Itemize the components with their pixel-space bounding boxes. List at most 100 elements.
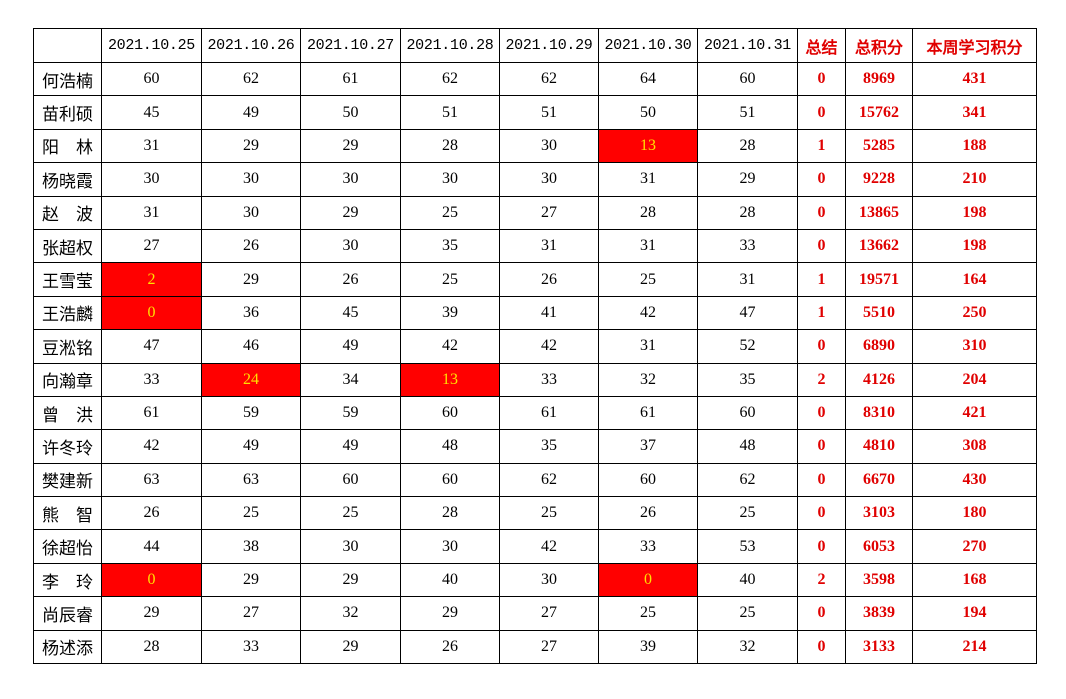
score-cell: 5510 xyxy=(845,295,913,331)
name-cell: 尚辰睿 xyxy=(33,596,102,631)
score-cell: 41 xyxy=(499,295,599,331)
score-cell: 0 xyxy=(797,95,846,130)
column-header: 2021.10.30 xyxy=(598,28,698,63)
score-cell: 46 xyxy=(201,329,301,364)
score-cell: 61 xyxy=(598,395,698,431)
score-cell: 204 xyxy=(912,362,1037,397)
score-cell: 27 xyxy=(101,228,202,264)
score-cell: 210 xyxy=(912,162,1037,197)
score-cell: 53 xyxy=(697,529,798,564)
score-cell: 32 xyxy=(598,362,698,397)
score-cell: 50 xyxy=(598,95,698,130)
score-cell: 3133 xyxy=(845,629,913,665)
score-cell: 27 xyxy=(499,596,599,631)
score-cell: 29 xyxy=(697,162,798,197)
score-cell: 26 xyxy=(598,496,698,531)
score-cell: 42 xyxy=(598,295,698,331)
score-cell: 25 xyxy=(400,195,500,230)
score-cell: 2 xyxy=(797,562,846,598)
score-cell: 25 xyxy=(697,596,798,631)
score-cell: 198 xyxy=(912,228,1037,264)
table-row: 何浩楠 60 62 61 62 62 64 60 0 8969 431 xyxy=(33,61,1037,97)
table-row: 许冬玲 42 49 49 48 35 37 48 0 4810 308 xyxy=(33,429,1037,464)
score-cell: 29 xyxy=(400,596,500,631)
score-cell: 61 xyxy=(300,61,401,97)
score-cell: 25 xyxy=(598,596,698,631)
score-cell: 30 xyxy=(300,529,401,564)
column-header: 2021.10.26 xyxy=(201,28,301,63)
score-cell: 0 xyxy=(797,596,846,631)
name-cell: 曾 洪 xyxy=(33,395,102,431)
score-table: 2021.10.25 2021.10.26 2021.10.27 2021.10.28… xyxy=(33,28,1037,665)
score-cell: 164 xyxy=(912,262,1037,297)
score-cell: 188 xyxy=(912,128,1037,164)
name-cell: 李 玲 xyxy=(33,562,102,598)
score-cell: 60 xyxy=(400,462,500,498)
score-cell: 25 xyxy=(400,262,500,297)
table-row: 曾 洪 61 59 59 60 61 61 60 0 8310 421 xyxy=(33,395,1037,431)
score-cell: 39 xyxy=(400,295,500,331)
score-cell: 29 xyxy=(201,262,301,297)
score-cell: 33 xyxy=(499,362,599,397)
score-cell: 1 xyxy=(797,295,846,331)
score-cell: 5285 xyxy=(845,128,913,164)
score-cell: 60 xyxy=(300,462,401,498)
score-cell: 8969 xyxy=(845,61,913,97)
name-cell: 何浩楠 xyxy=(33,61,102,97)
score-cell: 37 xyxy=(598,429,698,464)
score-cell: 27 xyxy=(499,629,599,665)
score-cell: 29 xyxy=(300,562,401,598)
score-cell: 30 xyxy=(300,228,401,264)
score-cell: 194 xyxy=(912,596,1037,631)
score-cell: 51 xyxy=(400,95,500,130)
score-cell: 308 xyxy=(912,429,1037,464)
score-cell: 31 xyxy=(101,195,202,230)
score-cell: 63 xyxy=(101,462,202,498)
score-cell: 0 xyxy=(797,529,846,564)
score-cell: 59 xyxy=(201,395,301,431)
table-row: 杨述添 28 33 29 26 27 39 32 0 3133 214 xyxy=(33,629,1037,665)
score-cell: 6890 xyxy=(845,329,913,364)
score-cell: 2 xyxy=(797,362,846,397)
score-cell: 25 xyxy=(598,262,698,297)
score-cell: 0 xyxy=(797,395,846,431)
score-cell: 48 xyxy=(697,429,798,464)
score-cell: 310 xyxy=(912,329,1037,364)
score-cell: 40 xyxy=(400,562,500,598)
name-cell: 熊 智 xyxy=(33,496,102,531)
score-cell: 31 xyxy=(598,162,698,197)
score-cell: 34 xyxy=(300,362,401,397)
score-cell: 168 xyxy=(912,562,1037,598)
score-cell: 61 xyxy=(101,395,202,431)
score-cell: 60 xyxy=(598,462,698,498)
score-cell: 421 xyxy=(912,395,1037,431)
score-cell: 28 xyxy=(400,496,500,531)
score-cell: 28 xyxy=(400,128,500,164)
score-cell: 29 xyxy=(201,562,301,598)
score-cell: 40 xyxy=(697,562,798,598)
score-cell: 8310 xyxy=(845,395,913,431)
score-cell: 341 xyxy=(912,95,1037,130)
column-header: 总结 xyxy=(797,28,846,63)
score-cell: 42 xyxy=(400,329,500,364)
score-cell: 270 xyxy=(912,529,1037,564)
score-cell: 31 xyxy=(499,228,599,264)
score-cell: 60 xyxy=(101,61,202,97)
score-cell: 431 xyxy=(912,61,1037,97)
score-cell: 6053 xyxy=(845,529,913,564)
score-cell: 26 xyxy=(300,262,401,297)
name-cell: 徐超怡 xyxy=(33,529,102,564)
score-cell: 15762 xyxy=(845,95,913,130)
score-cell: 0 xyxy=(101,295,202,331)
score-cell: 27 xyxy=(499,195,599,230)
score-cell: 36 xyxy=(201,295,301,331)
score-cell: 13 xyxy=(598,128,698,164)
score-cell: 42 xyxy=(499,329,599,364)
score-cell: 30 xyxy=(499,162,599,197)
score-cell: 25 xyxy=(201,496,301,531)
score-cell: 30 xyxy=(201,195,301,230)
score-cell: 49 xyxy=(300,329,401,364)
corner-cell xyxy=(33,28,102,63)
score-cell: 9228 xyxy=(845,162,913,197)
